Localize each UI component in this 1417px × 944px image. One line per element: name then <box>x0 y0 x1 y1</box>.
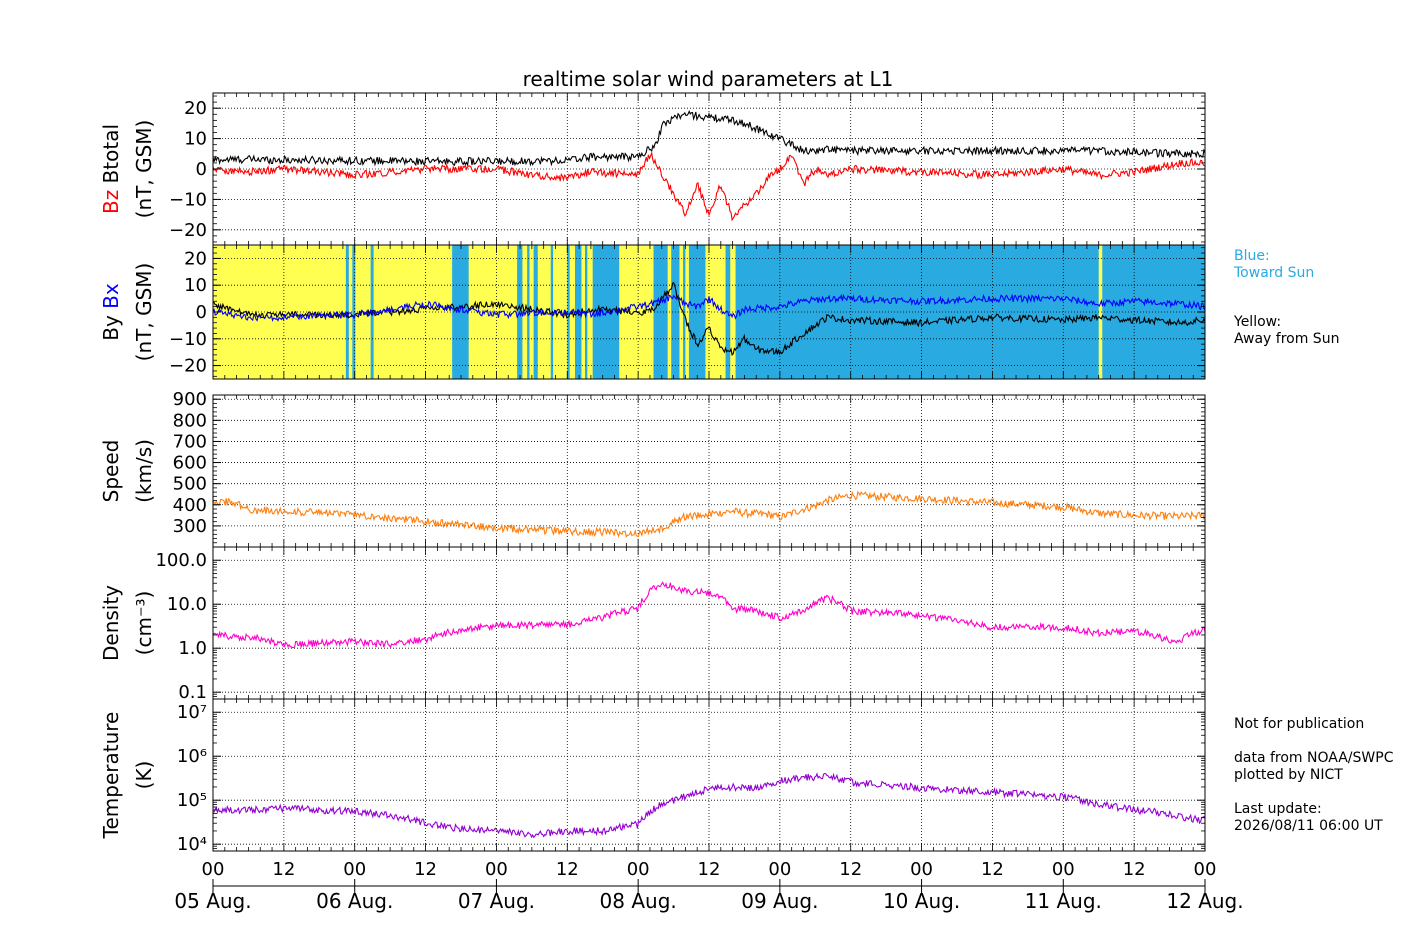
series-line-density <box>213 581 1205 649</box>
date-label: 06 Aug. <box>316 889 393 913</box>
xtick-label-hour: 12 <box>1123 859 1146 880</box>
series-group <box>213 772 1205 839</box>
ylabel-quantity: Density <box>99 585 123 661</box>
ytick-label: 400 <box>173 495 207 516</box>
chart-title: realtime solar wind parameters at L1 <box>523 67 894 91</box>
ytick-label: −10 <box>169 189 207 210</box>
panel-density: 0.1 1.0 10.0 100.0 Density (cm⁻³) <box>99 546 1206 703</box>
xtick-label-hour: 00 <box>768 859 791 880</box>
ytick-label: 20 <box>184 248 207 269</box>
xtick-label-hour: 12 <box>414 859 437 880</box>
ytick-label: 0.1 <box>178 682 207 703</box>
sector-toward-band <box>567 245 570 379</box>
ylabel-part: Temperature <box>99 712 123 840</box>
sector-toward-band <box>452 245 469 379</box>
series-line-temperature <box>213 772 1205 839</box>
series-line-bx <box>213 293 1205 322</box>
xtick-label-hour: 12 <box>556 859 579 880</box>
ytick-label: 0 <box>196 302 207 323</box>
ylabel-part: Speed <box>99 440 123 503</box>
ylabel-part: Btotal <box>99 124 123 190</box>
ytick-label: 300 <box>173 516 207 537</box>
xtick-label-hour: 00 <box>910 859 933 880</box>
ytick-label: 500 <box>173 474 207 495</box>
ytick-label: 10⁷ <box>177 702 207 723</box>
series-group <box>213 581 1205 649</box>
xtick-label-hour: 00 <box>485 859 508 880</box>
panel-temperature: 10⁴ 10⁵ 10⁶ 10⁷ Temperature (K) <box>99 698 1206 855</box>
date-label: 10 Aug. <box>883 889 960 913</box>
ytick-label: 10⁴ <box>177 834 207 855</box>
xtick-label-hour: 00 <box>343 859 366 880</box>
ylabel-part: Bz <box>99 190 123 214</box>
xtick-label-hour: 00 <box>1052 859 1075 880</box>
ylabel-part: By <box>99 315 123 341</box>
date-label: 08 Aug. <box>600 889 677 913</box>
xtick-label-hour: 00 <box>627 859 650 880</box>
date-label: 11 Aug. <box>1025 889 1102 913</box>
date-label: 07 Aug. <box>458 889 535 913</box>
date-label: 12 Aug. <box>1166 889 1243 913</box>
ylabel-unit: (nT, GSM) <box>132 263 156 362</box>
ytick-label: 700 <box>173 431 207 452</box>
ylabel-part: Bx <box>99 283 123 315</box>
ytick-label: 800 <box>173 410 207 431</box>
legend-note-toward-sun: Blue: Toward Sun <box>1234 248 1315 281</box>
ytick-label: −10 <box>169 329 207 350</box>
series-line-btotal <box>213 110 1205 167</box>
series-line-by <box>213 281 1205 357</box>
ytick-label: 10⁶ <box>177 746 207 767</box>
ytick-label: 1.0 <box>178 638 207 659</box>
xtick-label-hour: 00 <box>202 859 225 880</box>
ytick-label: −20 <box>169 220 207 241</box>
ylabel-quantity: Temperature <box>99 712 123 840</box>
sector-toward-band <box>688 245 706 379</box>
ylabel-quantity: By Bx <box>99 283 123 341</box>
panel-btotal-bz: −20 −10 0 10 20 Bz Btotal (nT, GSM) <box>99 92 1206 246</box>
ytick-label: 10 <box>184 129 207 150</box>
series-line-bz <box>213 150 1205 222</box>
series-group <box>213 490 1205 538</box>
ytick-label: 10.0 <box>167 594 207 615</box>
ylabel-unit: (nT, GSM) <box>132 120 156 219</box>
xtick-label-hour: 00 <box>1194 859 1217 880</box>
date-label: 09 Aug. <box>741 889 818 913</box>
xtick-label-hour: 12 <box>272 859 295 880</box>
ylabel-unit: (cm⁻³) <box>132 591 156 656</box>
series-line-speed <box>213 490 1205 538</box>
legend-note-away-from-sun: Yellow: Away from Sun <box>1234 314 1340 347</box>
ylabel-unit: (km/s) <box>132 439 156 503</box>
ylabel-quantity: Speed <box>99 440 123 503</box>
series-group <box>213 281 1205 357</box>
ytick-label: 20 <box>184 98 207 119</box>
ytick-label: 10⁵ <box>177 790 207 811</box>
ylabel-unit: (K) <box>132 761 156 790</box>
ytick-label: 900 <box>173 389 207 410</box>
ytick-label: 10 <box>184 275 207 296</box>
sector-toward-band <box>352 245 356 379</box>
ytick-label: 0 <box>196 159 207 180</box>
ytick-label: −20 <box>169 356 207 377</box>
sector-toward-band <box>1102 245 1205 379</box>
series-group <box>213 110 1205 222</box>
ytick-label: 600 <box>173 453 207 474</box>
panel-by-bx: −20 −10 0 10 20 By Bx (nT, GSM) <box>99 244 1206 380</box>
xtick-label-hour: 12 <box>839 859 862 880</box>
xtick-label-hour: 12 <box>698 859 721 880</box>
ylabel-quantity: Bz Btotal <box>99 124 123 214</box>
ylabel-part: Density <box>99 585 123 661</box>
ytick-label: 100.0 <box>155 550 207 571</box>
panels-layer: −20 −10 0 10 20 Bz Btotal (nT, GSM) −20 −10 0 10 20… <box>99 92 1206 855</box>
xtick-label-hour: 12 <box>981 859 1004 880</box>
date-label: 05 Aug. <box>174 889 251 913</box>
footer-notes: Not for publication data from NOAA/SWPC … <box>1234 716 1394 834</box>
x-axis: 00 12 00 12 00 12 00 12 00 12 00 12 00 12 00 05 Aug. 06 … <box>174 859 1243 913</box>
